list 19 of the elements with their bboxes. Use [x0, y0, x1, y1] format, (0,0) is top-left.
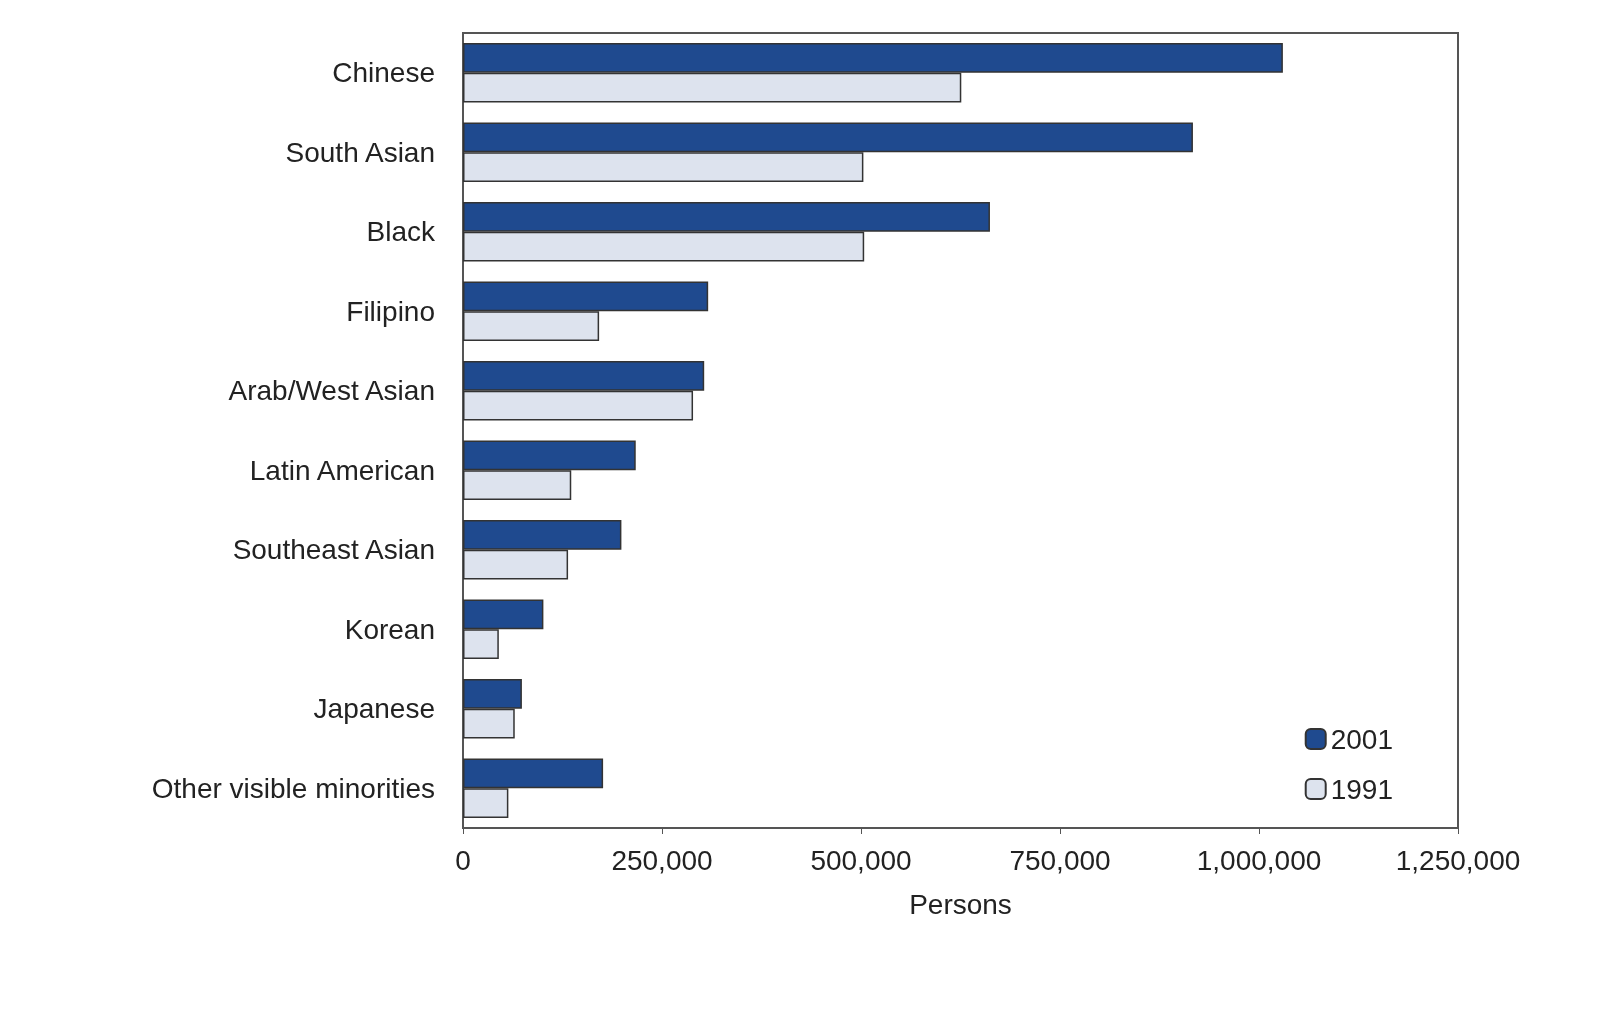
- y-tick-label: Latin American: [249, 454, 435, 486]
- y-tick-label: Other visible minorities: [151, 772, 435, 804]
- legend-label: 1991: [1330, 773, 1394, 805]
- y-tick-label: Arab/West Asian: [228, 375, 435, 407]
- x-tick-label: 1,250,000: [1395, 844, 1521, 876]
- x-tick-label: 500,000: [810, 844, 912, 876]
- legend-label: 2001: [1330, 723, 1394, 755]
- y-tick-label: South Asian: [285, 136, 435, 168]
- y-tick-label: Korean: [344, 613, 435, 645]
- y-tick-label: Black: [366, 216, 436, 248]
- x-tick-label: 250,000: [611, 844, 713, 876]
- x-tick-label: 1,000,000: [1196, 844, 1322, 876]
- y-tick-label: Filipino: [346, 295, 435, 327]
- x-tick-label: 750,000: [1009, 844, 1111, 876]
- y-tick-label: Japanese: [313, 693, 435, 725]
- y-tick-label: Southeast Asian: [232, 534, 435, 566]
- x-tick-label: 0: [455, 844, 471, 876]
- x-axis-title: Persons: [909, 888, 1012, 920]
- y-tick-label: Chinese: [332, 57, 435, 89]
